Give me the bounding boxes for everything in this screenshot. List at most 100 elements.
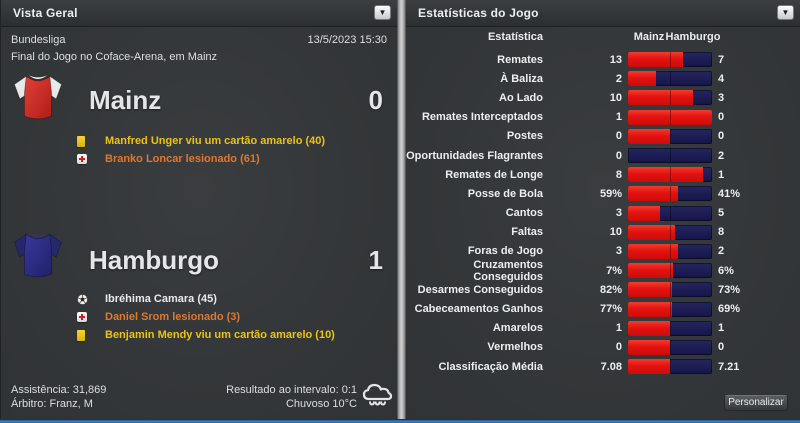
panel-divider[interactable]	[397, 0, 406, 419]
stat-label: Oportunidades Flagrantes	[406, 149, 543, 162]
stat-row: À Baliza 2 4	[406, 69, 800, 88]
stat-away-value: 6%	[718, 264, 734, 277]
stat-home-value: 2	[615, 72, 622, 85]
stat-comparison-bar	[628, 243, 712, 259]
home-team-score: 0	[368, 85, 383, 115]
stat-row: Cabeceamentos Ganhos 77% 69%	[406, 299, 800, 318]
overview-panel-title: Vista Geral	[13, 6, 78, 20]
stat-comparison-bar	[628, 167, 712, 183]
match-event-row[interactable]: Benjamin Mendy viu um cartão amarelo (10…	[77, 326, 389, 344]
stat-away-value: 8	[718, 226, 725, 239]
referee-label: Árbitro: Franz, M	[11, 398, 93, 410]
stat-home-value: 77%	[599, 303, 622, 316]
stat-home-bar-fill	[628, 52, 683, 68]
match-event-text: Manfred Unger viu um cartão amarelo (40)	[105, 135, 326, 147]
stat-label: Desarmes Conseguidos	[417, 283, 543, 296]
stat-comparison-bar	[628, 282, 712, 298]
stat-home-value: 3	[615, 245, 622, 258]
stat-away-value: 41%	[718, 187, 741, 200]
away-team-score: 1	[368, 245, 383, 275]
competition-label: Bundesliga	[11, 34, 66, 46]
overview-panel: Vista Geral ▼ Bundesliga 13/5/2023 15:30…	[0, 0, 397, 419]
customize-button[interactable]: Personalizar	[724, 395, 788, 411]
stat-home-value: 13	[609, 53, 622, 66]
stats-panel-header: Estatísticas do Jogo ▼	[406, 0, 800, 27]
stat-away-value: 7.21	[718, 360, 740, 373]
stat-away-value: 2	[718, 149, 725, 162]
stat-home-value: 0	[615, 130, 622, 143]
stat-comparison-bar	[628, 71, 712, 87]
stat-home-value: 1	[615, 322, 622, 335]
stat-comparison-bar	[628, 359, 712, 375]
stat-label: Classificação Média	[438, 360, 543, 373]
stat-away-value: 69%	[718, 303, 741, 316]
injury-icon	[77, 312, 105, 322]
match-subtitle: Final do Jogo no Coface-Arena, em Mainz	[11, 51, 218, 63]
stat-label: Cabeceamentos Ganhos	[414, 303, 543, 316]
stat-label: Vermelhos	[487, 341, 543, 354]
stat-home-value: 82%	[599, 283, 622, 296]
stat-home-value: 10	[609, 226, 622, 239]
away-team-name[interactable]: Hamburgo	[89, 245, 219, 275]
stat-comparison-bar	[628, 205, 712, 221]
stat-home-value: 7.08	[600, 360, 622, 373]
stat-home-value: 7%	[606, 264, 622, 277]
away-shirt-icon	[9, 227, 67, 285]
overview-panel-menu-button[interactable]: ▼	[374, 5, 391, 20]
match-event-row[interactable]: Manfred Unger viu um cartão amarelo (40)	[77, 132, 389, 150]
weather-label: Chuvoso 10°C	[285, 398, 357, 410]
bottom-accent-bar	[0, 419, 800, 423]
attendance-label: Assistência: 31,869	[11, 384, 107, 396]
stat-comparison-bar	[628, 339, 712, 355]
stat-label: Posse de Bola	[467, 187, 543, 200]
stat-row: Remates de Longe 8 1	[406, 165, 800, 184]
stats-rows: Remates 13 7 À Baliza 2 4 Ao Lado 10 3 Remates In…	[406, 50, 800, 376]
stat-row: Cantos 3 5	[406, 204, 800, 223]
stat-home-value: 0	[615, 149, 622, 162]
home-events: Manfred Unger viu um cartão amarelo (40)…	[77, 132, 389, 168]
stats-panel-title: Estatísticas do Jogo	[418, 6, 539, 20]
match-event-text: Daniel Srom lesionado (3)	[105, 311, 241, 323]
stat-away-value: 5	[718, 207, 725, 220]
stat-away-value: 2	[718, 245, 725, 258]
stat-home-bar-fill	[628, 263, 674, 279]
home-team-name[interactable]: Mainz	[89, 85, 162, 115]
stats-panel-menu-button[interactable]: ▼	[777, 5, 794, 20]
stat-home-value: 8	[615, 168, 622, 181]
stat-label: Remates	[497, 53, 543, 66]
stat-comparison-bar	[628, 301, 712, 317]
stat-home-bar-fill	[628, 128, 670, 144]
stat-row: Vermelhos 0 0	[406, 338, 800, 357]
stat-away-value: 0	[718, 111, 725, 124]
stat-home-bar-fill	[628, 167, 703, 183]
stat-away-value: 1	[718, 168, 725, 181]
stat-label: Cruzamentos Conseguidos	[473, 258, 543, 283]
stats-panel: Estatísticas do Jogo ▼ Estatística Mainz…	[406, 0, 800, 419]
match-event-row[interactable]: Daniel Srom lesionado (3)	[77, 308, 389, 326]
stat-home-bar-fill	[628, 359, 670, 375]
stat-row: Desarmes Conseguidos 82% 73%	[406, 280, 800, 299]
home-shirt-icon	[9, 69, 67, 127]
home-column-label: Mainz	[633, 31, 665, 43]
stat-home-bar-fill	[628, 186, 678, 202]
yellow-card-icon	[77, 329, 105, 341]
stat-row: Classificação Média 7.08 7.21	[406, 357, 800, 376]
match-datetime: 13/5/2023 15:30	[307, 34, 387, 46]
away-column-label: Hamburgo	[665, 31, 721, 43]
stat-home-value: 0	[615, 341, 622, 354]
injury-icon	[77, 154, 105, 164]
stat-home-bar-fill	[628, 243, 679, 259]
match-event-row[interactable]: Branko Loncar lesionado (61)	[77, 150, 389, 168]
stat-label: Remates Interceptados	[421, 111, 543, 124]
stat-label: Remates de Longe	[445, 168, 543, 181]
match-event-row[interactable]: Ibréhima Camara (45)	[77, 290, 389, 308]
yellow-card-icon	[77, 135, 105, 147]
stat-away-value: 7	[718, 53, 725, 66]
stat-home-bar-fill	[628, 301, 673, 317]
stat-label: Cantos	[505, 207, 543, 220]
stat-row: Ao Lado 10 3	[406, 88, 800, 107]
stat-home-value: 10	[609, 91, 622, 104]
stat-label: Ao Lado	[499, 91, 543, 104]
stat-row: Posse de Bola 59% 41%	[406, 184, 800, 203]
